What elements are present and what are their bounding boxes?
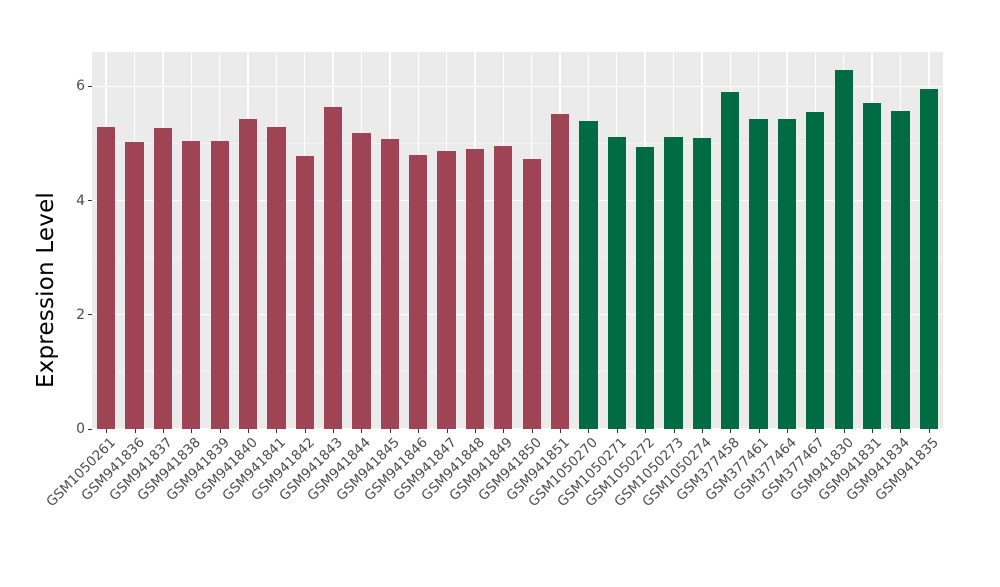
x-axis-tick-mark — [446, 429, 448, 433]
bar — [409, 154, 428, 429]
bar — [891, 110, 910, 429]
x-axis-tick-mark — [730, 429, 732, 433]
x-axis-tick-mark — [758, 429, 760, 433]
x-axis-tick-mark — [134, 429, 136, 433]
x-axis-tick-mark — [560, 429, 562, 433]
gridline-major — [92, 314, 943, 316]
gridline-major — [92, 85, 943, 87]
x-axis-tick-mark — [673, 429, 675, 433]
x-axis-tick-mark — [474, 429, 476, 433]
bar — [834, 69, 853, 429]
bar — [777, 118, 797, 429]
x-axis-tick-mark — [219, 429, 221, 433]
x-axis: GSM1050261 GSM941836 GSM941837 GSM941838 GSM… — [44, 429, 943, 580]
x-axis-tick-mark — [616, 429, 618, 433]
bar — [607, 136, 626, 429]
bar — [380, 139, 399, 429]
gridline-major — [92, 428, 943, 429]
bar — [522, 159, 541, 429]
y-axis-tick: 4 — [76, 194, 92, 208]
bar — [692, 137, 712, 429]
y-axis-tick-mark — [88, 314, 92, 316]
y-axis-tick-label: 2 — [76, 306, 85, 323]
bar — [919, 89, 938, 429]
bar — [323, 107, 343, 429]
x-axis-tick-mark — [786, 429, 788, 433]
y-axis-tick: 2 — [76, 308, 92, 322]
y-axis-tick-mark — [88, 200, 92, 201]
bar — [125, 141, 144, 429]
gridline-major — [92, 199, 943, 202]
y-axis-tick-label: 6 — [76, 78, 85, 95]
gridline-minor — [92, 371, 943, 373]
x-axis-tick-mark — [900, 429, 902, 433]
x-axis-tick-mark — [304, 429, 306, 433]
x-axis-tick-mark — [588, 429, 590, 433]
x-axis-tick-mark — [815, 429, 817, 433]
bar — [153, 127, 173, 429]
x-axis-tick-mark — [361, 429, 363, 433]
x-axis-tick-mark — [248, 429, 250, 433]
x-axis-tick-mark — [191, 429, 193, 433]
y-axis-tick-mark — [88, 428, 92, 430]
bar — [238, 118, 258, 429]
x-axis-tick-mark — [928, 429, 930, 433]
x-axis-tick-mark — [418, 429, 420, 433]
gridline-minor — [92, 142, 943, 144]
y-axis-tick-label: 0 — [76, 421, 85, 437]
y-axis-tick-mark — [88, 85, 92, 87]
bar — [267, 126, 286, 429]
x-axis-tick-mark — [106, 429, 108, 433]
x-axis-tick-mark — [872, 429, 874, 433]
plot-panel — [92, 52, 943, 429]
x-axis-tick-mark — [843, 429, 845, 433]
y-axis-tick: 0 — [76, 422, 92, 436]
y-axis-tick: 6 — [76, 79, 92, 93]
bar — [352, 133, 371, 429]
bar — [806, 111, 825, 429]
bar — [749, 119, 768, 429]
gridline-minor — [92, 257, 943, 259]
bar — [437, 150, 456, 429]
y-axis-tick-label: 4 — [76, 192, 85, 209]
bar — [550, 114, 570, 429]
bar — [210, 140, 229, 429]
x-axis-tick-mark — [503, 429, 505, 433]
bar — [97, 126, 116, 429]
bar — [721, 92, 740, 429]
bar — [579, 120, 598, 429]
x-axis-tick-mark — [162, 429, 164, 433]
bar — [636, 147, 655, 429]
y-axis: 0 2 4 6 — [0, 0, 92, 580]
x-axis-tick-mark — [389, 429, 391, 433]
x-axis-tick-mark — [333, 429, 335, 433]
x-axis-tick-mark — [531, 429, 533, 433]
bar — [465, 149, 485, 429]
bar — [494, 145, 513, 429]
x-axis-tick-mark — [276, 429, 278, 433]
bar — [182, 140, 201, 429]
bar — [295, 155, 314, 429]
x-axis-tick-mark — [701, 429, 703, 433]
bar — [664, 136, 683, 429]
x-axis-tick-mark — [645, 429, 647, 433]
bar — [862, 103, 882, 429]
